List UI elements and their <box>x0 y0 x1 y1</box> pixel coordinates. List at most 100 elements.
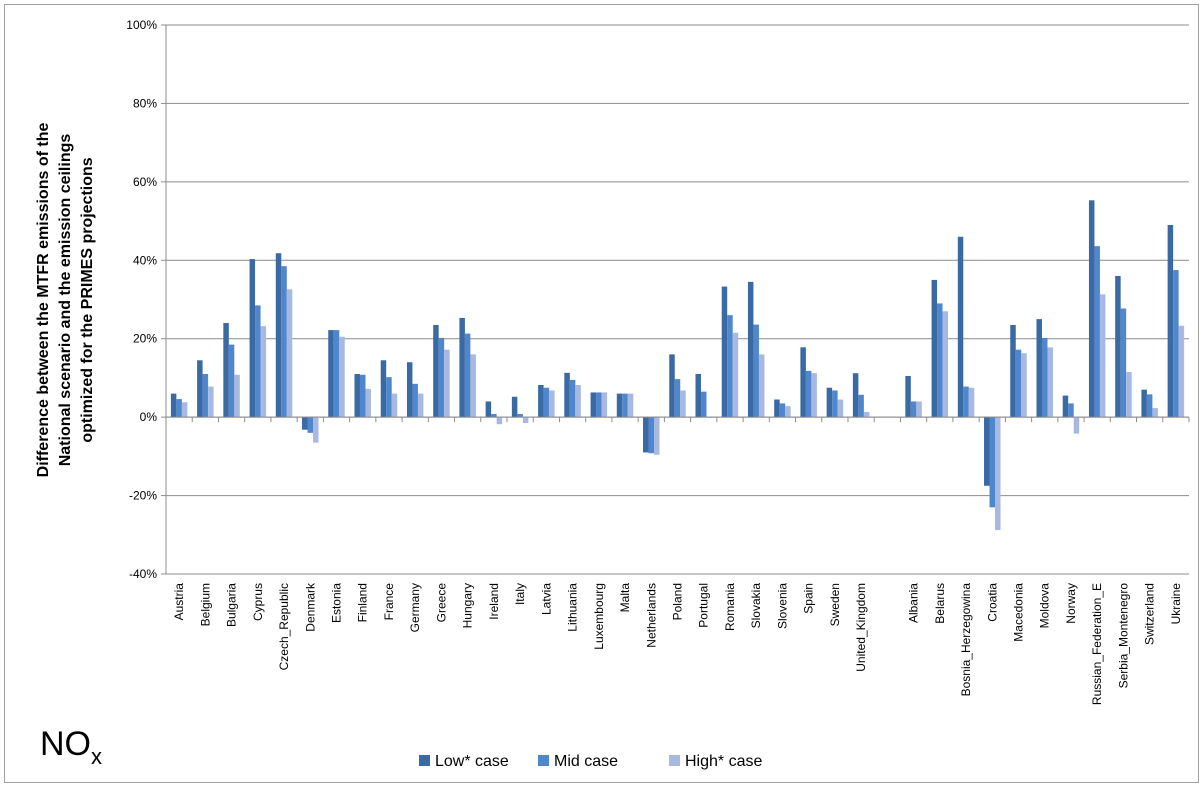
x-tick-label: Bulgaria <box>225 583 239 627</box>
bar <box>837 399 844 418</box>
bar <box>538 384 544 418</box>
bar <box>695 374 701 418</box>
x-tick-label: Austria <box>172 583 186 621</box>
x-tick-labels: Austria Belgium Bulgaria Cyprus Czech_Republ… <box>172 582 1183 705</box>
x-tick-label: Croatia <box>985 583 999 622</box>
bar <box>464 333 471 418</box>
bar <box>1152 408 1158 418</box>
bar <box>942 311 949 418</box>
bar <box>522 417 529 424</box>
pollutant-label-main: NO <box>40 725 91 763</box>
bar <box>223 323 229 418</box>
bar <box>564 372 570 418</box>
bar <box>255 305 261 418</box>
bar <box>249 259 256 418</box>
bars <box>170 200 1185 531</box>
x-tick-label: Albania <box>907 583 921 623</box>
bar <box>354 374 360 418</box>
x-tick-label: Denmark <box>303 582 317 632</box>
bar <box>747 281 754 418</box>
x-tick-label: Germany <box>408 583 422 632</box>
bar <box>197 360 203 418</box>
bar <box>1068 403 1074 418</box>
x-tick-label: Greece <box>434 583 448 623</box>
bar <box>643 417 649 453</box>
bar <box>1141 389 1147 418</box>
bar <box>286 289 293 418</box>
bar <box>1094 246 1100 418</box>
y-tick-label: -40% <box>129 567 157 581</box>
bar <box>654 417 660 455</box>
bar <box>1115 275 1121 418</box>
bar <box>260 326 267 418</box>
bar <box>674 379 681 418</box>
x-tick-label: United_Kingdom <box>854 583 868 672</box>
x-tick-label: Luxembourg <box>592 583 606 650</box>
bar <box>444 349 450 418</box>
bar <box>181 402 188 418</box>
y-tick-label: -20% <box>129 489 157 503</box>
bar <box>1120 308 1127 418</box>
bar <box>680 390 686 418</box>
x-tick-label: Cyprus <box>251 583 265 621</box>
bar <box>339 336 345 418</box>
bar <box>700 391 707 418</box>
bar <box>170 393 177 418</box>
bar <box>826 387 833 418</box>
bar <box>275 253 282 418</box>
y-tick-label: 40% <box>133 253 157 267</box>
bar <box>957 236 964 418</box>
legend-swatch <box>669 755 680 766</box>
x-tick-label: Belarus <box>933 583 947 624</box>
bar <box>470 354 476 418</box>
bar <box>627 393 634 418</box>
bar <box>307 417 314 433</box>
bar <box>785 406 791 418</box>
bar <box>1047 347 1053 418</box>
bar <box>995 417 1001 531</box>
bar <box>302 417 308 430</box>
bar <box>328 330 334 418</box>
bar <box>569 379 576 418</box>
bar <box>916 401 922 418</box>
bar <box>852 373 859 418</box>
bar <box>176 399 182 418</box>
bar <box>1036 319 1042 418</box>
x-tick-label: Russian_Federation_E <box>1090 583 1104 705</box>
x-tick-label: Netherlands <box>644 583 658 648</box>
bar <box>779 403 786 418</box>
bar <box>459 317 465 418</box>
bar <box>1167 224 1174 418</box>
bar <box>1015 349 1022 418</box>
x-tick-label: Norway <box>1064 583 1078 624</box>
x-tick-label: Finland <box>356 583 370 622</box>
x-tick-label: Hungary <box>461 583 475 628</box>
bar <box>968 387 975 418</box>
y-tick-label: 60% <box>133 175 157 189</box>
bar <box>910 401 917 418</box>
x-tick-label: Sweden <box>828 583 842 626</box>
x-tick-label: Ukraine <box>1169 583 1183 625</box>
y-tick-label: 20% <box>133 332 157 346</box>
bar <box>601 392 608 418</box>
bar <box>406 362 413 418</box>
y-tick-labels: -40% -20% 0% 20% 40% 60% 80% 100% <box>126 18 157 581</box>
bar <box>800 347 806 418</box>
bar <box>1041 337 1048 418</box>
pollutant-label: NOx <box>40 725 102 769</box>
x-tick-label: France <box>382 583 396 621</box>
bar <box>963 386 969 418</box>
legend: Low* case Mid case High* case <box>419 753 762 770</box>
bar <box>417 393 424 418</box>
bar <box>758 354 765 418</box>
bar <box>333 330 340 418</box>
x-tick-label: Estonia <box>330 583 344 623</box>
y-axis-label: Difference between the MTFR emissions of… <box>35 123 96 478</box>
bar <box>858 394 864 418</box>
bar <box>590 392 597 418</box>
y-axis-label-line: Difference between the MTFR emissions of… <box>35 123 52 478</box>
bar <box>511 396 518 418</box>
bar <box>863 412 870 418</box>
bar <box>485 401 492 418</box>
